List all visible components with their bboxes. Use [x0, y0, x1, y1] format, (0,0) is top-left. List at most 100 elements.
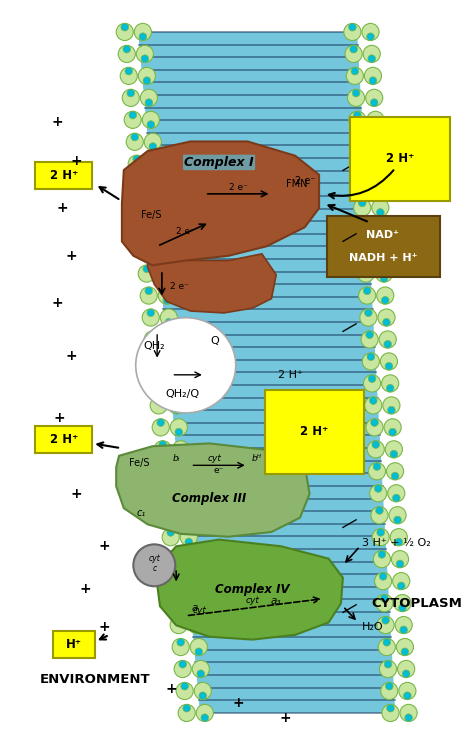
Text: 2 e⁻: 2 e⁻ [176, 228, 195, 237]
Circle shape [396, 560, 403, 568]
Text: +: + [232, 696, 243, 711]
Circle shape [146, 353, 163, 370]
Circle shape [366, 33, 374, 40]
Circle shape [403, 692, 410, 699]
Circle shape [382, 638, 390, 646]
Text: +: + [80, 582, 91, 596]
Circle shape [354, 133, 362, 141]
Circle shape [145, 99, 152, 106]
Circle shape [388, 429, 396, 436]
Circle shape [367, 133, 385, 150]
Circle shape [371, 121, 378, 129]
Circle shape [160, 507, 177, 524]
Circle shape [389, 450, 397, 458]
Circle shape [367, 55, 375, 62]
Polygon shape [122, 141, 318, 266]
Circle shape [168, 397, 185, 414]
Text: Fe/S: Fe/S [141, 210, 161, 219]
Circle shape [174, 661, 191, 678]
Circle shape [348, 112, 365, 129]
Circle shape [375, 507, 382, 514]
Circle shape [381, 705, 398, 722]
Circle shape [180, 529, 197, 546]
Circle shape [152, 221, 169, 238]
Circle shape [139, 33, 146, 40]
Circle shape [150, 199, 167, 217]
Circle shape [381, 617, 388, 624]
Circle shape [156, 463, 173, 480]
FancyBboxPatch shape [326, 216, 439, 277]
Circle shape [162, 331, 179, 348]
Text: a: a [192, 603, 198, 613]
Circle shape [373, 164, 381, 173]
Text: +: + [66, 248, 77, 263]
Circle shape [374, 243, 390, 260]
Circle shape [375, 594, 392, 612]
Circle shape [173, 406, 180, 414]
Text: ―: ― [337, 315, 361, 339]
Circle shape [365, 89, 382, 106]
Circle shape [348, 23, 356, 31]
Text: +: + [51, 296, 63, 310]
Text: QH₂: QH₂ [143, 341, 165, 351]
Text: CYTOPLASM: CYTOPLASM [371, 597, 461, 610]
Circle shape [378, 252, 386, 260]
Circle shape [164, 551, 181, 568]
Circle shape [361, 23, 378, 40]
Circle shape [382, 318, 389, 326]
Circle shape [133, 545, 175, 586]
Circle shape [400, 648, 408, 655]
Circle shape [121, 23, 129, 31]
Text: 2 H⁺: 2 H⁺ [278, 370, 302, 380]
Circle shape [377, 638, 395, 655]
Text: cyt
c: cyt c [148, 554, 160, 573]
Text: ―: ― [337, 225, 361, 248]
Text: Fe/S: Fe/S [129, 458, 149, 469]
Circle shape [159, 440, 166, 449]
Text: NADH + H⁺: NADH + H⁺ [348, 253, 416, 263]
Circle shape [361, 353, 378, 370]
Circle shape [140, 287, 157, 304]
Text: +: + [70, 487, 82, 501]
Circle shape [380, 594, 387, 602]
Circle shape [370, 177, 387, 194]
Text: NAD⁺: NAD⁺ [366, 230, 398, 240]
Circle shape [376, 208, 383, 217]
Circle shape [376, 617, 393, 634]
Circle shape [145, 287, 152, 295]
Circle shape [157, 419, 164, 426]
Circle shape [116, 23, 133, 40]
Circle shape [370, 507, 387, 524]
Ellipse shape [136, 318, 235, 413]
Circle shape [193, 626, 200, 634]
Circle shape [155, 208, 162, 217]
Circle shape [362, 45, 379, 62]
Circle shape [349, 45, 357, 53]
Circle shape [162, 529, 179, 546]
Circle shape [350, 67, 358, 75]
Circle shape [372, 463, 380, 470]
Circle shape [159, 252, 166, 260]
Circle shape [164, 353, 181, 370]
Circle shape [393, 516, 400, 524]
Circle shape [366, 353, 374, 361]
Circle shape [344, 45, 361, 62]
Circle shape [364, 67, 381, 85]
Circle shape [380, 682, 397, 699]
Circle shape [389, 529, 407, 546]
Circle shape [368, 155, 386, 173]
Circle shape [175, 429, 182, 436]
Circle shape [394, 538, 402, 546]
Circle shape [376, 529, 384, 536]
Circle shape [192, 661, 209, 678]
Circle shape [374, 573, 391, 590]
Circle shape [393, 594, 410, 612]
Circle shape [129, 112, 136, 119]
Circle shape [368, 77, 376, 85]
Text: Complex III: Complex III [172, 492, 246, 505]
Circle shape [172, 594, 180, 602]
Circle shape [371, 529, 388, 546]
Circle shape [392, 573, 409, 590]
FancyBboxPatch shape [53, 631, 95, 658]
Circle shape [187, 560, 194, 568]
